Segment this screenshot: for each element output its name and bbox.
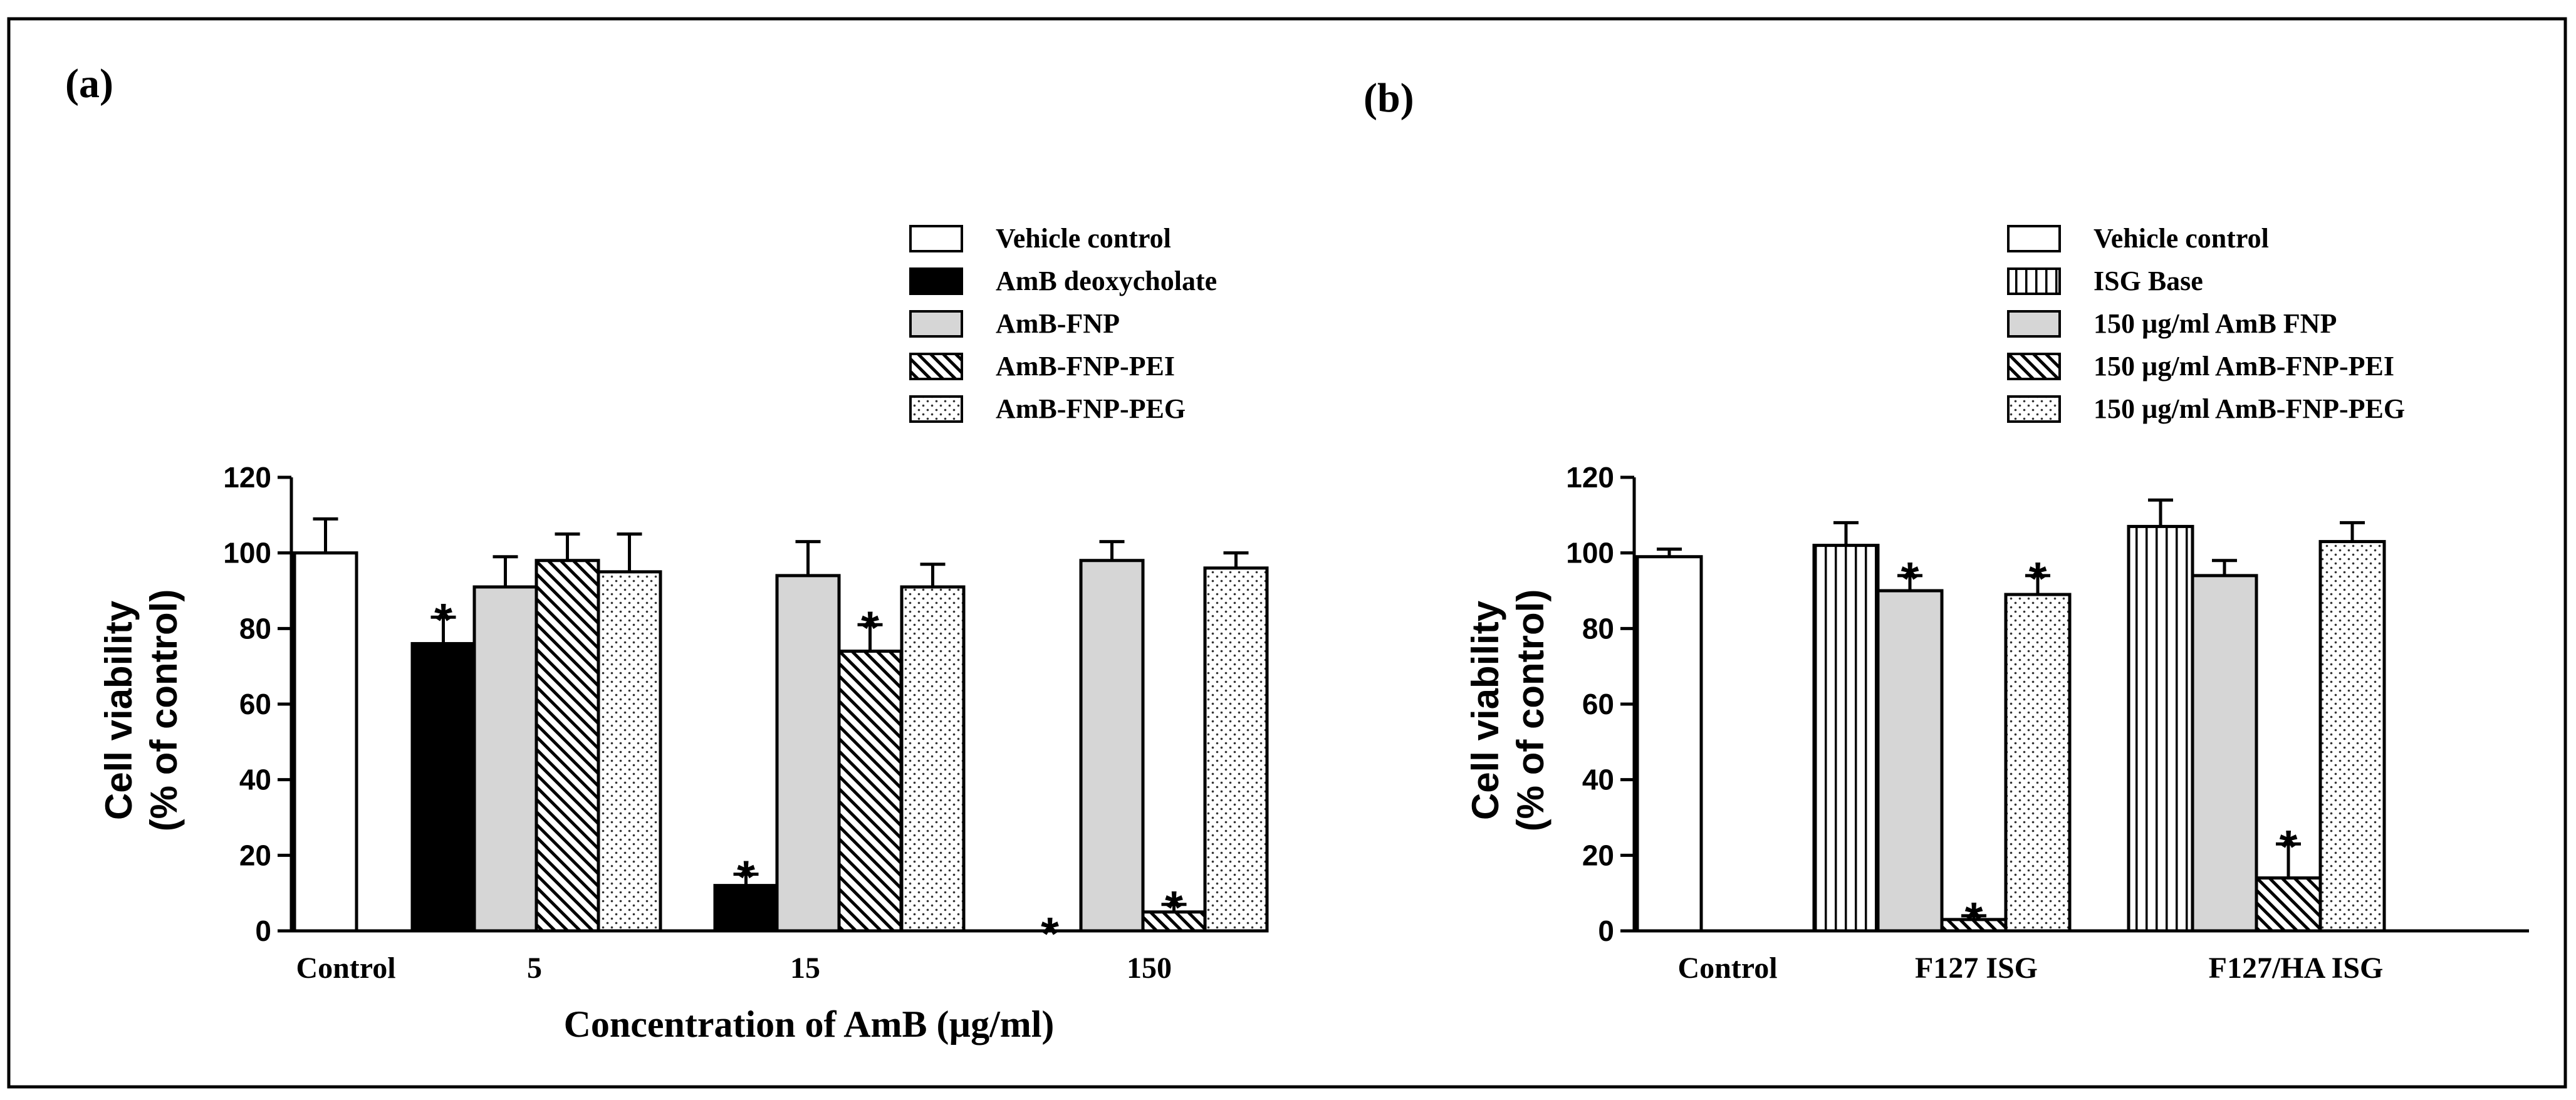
panel-b-bar (2318, 540, 2386, 933)
panel-b-y-axis-title-line2: (% of control) (1510, 589, 1551, 832)
panel-a-bar (1203, 566, 1269, 933)
panel-b-y-tick-label: 80 (1582, 612, 1614, 645)
panel-a-bar (472, 585, 538, 933)
panel-a-bar (713, 884, 779, 933)
panel-b-significance-marker: * (1901, 553, 1919, 604)
panel-a-y-tick-label: 20 (239, 839, 271, 871)
panel-a-legend-label: Vehicle control (996, 223, 1171, 254)
panel-a-category-label: 5 (527, 952, 542, 985)
panel-b-y-axis-title: Cell viability(% of control) (1464, 589, 1551, 832)
panel-a-bar (534, 559, 600, 933)
panel-b-bar (1635, 555, 1703, 933)
panel-a-bar (775, 574, 841, 933)
panel-a-legend-label: AmB-FNP-PEG (996, 393, 1186, 424)
panel-a-legend-label: AmB-FNP (996, 308, 1120, 339)
panel-b-significance-marker: * (2280, 821, 2298, 873)
panel-a-category-label: 150 (1127, 952, 1172, 985)
panel-b-legend-swatch (2007, 267, 2061, 295)
panel-b-category-label: Control (1677, 952, 1777, 985)
panel-b-y-tick-label: 20 (1582, 839, 1614, 871)
panel-a-bar (837, 650, 903, 933)
panel-b-legend-label: 150 µg/ml AmB-FNP-PEG (2094, 393, 2405, 424)
panel-b-significance-marker: * (2029, 553, 2047, 604)
panel-a-label: (a) (65, 61, 113, 106)
panel-a-y-tick-label: 60 (239, 688, 271, 720)
panel-a-y-tick-label: 120 (223, 461, 271, 494)
panel-a-category-label: 15 (790, 952, 820, 985)
panel-a-bar (597, 570, 662, 933)
panel-a-y-axis-title: Cell viability(% of control) (98, 589, 185, 832)
panel-a-significance-marker: * (861, 601, 879, 653)
panel-a-legend-swatch (909, 353, 963, 380)
panel-a-x-axis-title: Concentration of AmB (µg/ml) (564, 1004, 1055, 1045)
panel-a-y-axis-title-line1: Cell viability (98, 600, 140, 820)
panel-a-legend-swatch (909, 395, 963, 423)
panel-b-bar (1876, 589, 1944, 933)
panel-a-legend-swatch (909, 267, 963, 295)
panel-a-legend-swatch (909, 310, 963, 338)
panel-a-y-tick-label: 100 (223, 537, 271, 569)
panel-a-y-axis-title-line2: (% of control) (143, 589, 185, 832)
panel-b-legend-label: Vehicle control (2094, 223, 2269, 254)
panel-b-label: (b) (1364, 75, 1414, 121)
panel-a-bar (900, 585, 966, 933)
panel-b-y-axis-title-line1: Cell viability (1464, 600, 1506, 820)
panel-b-y-tick-label: 0 (1598, 915, 1614, 947)
panel-a-significance-marker: * (1165, 881, 1183, 933)
panel-b-bar (2127, 524, 2194, 933)
panel-b-legend-swatch (2007, 310, 2061, 338)
panel-b-legend-label: ISG Base (2094, 266, 2203, 296)
panel-b-significance-marker: * (1965, 893, 1983, 945)
panel-b-y-tick-label: 40 (1582, 764, 1614, 796)
panel-b-bar (2191, 574, 2258, 933)
panel-b-legend-label: 150 µg/ml AmB-FNP-PEI (2094, 351, 2394, 381)
panel-a-y-tick-label: 0 (255, 915, 271, 947)
panel-b-category-label: F127 ISG (1915, 952, 2038, 985)
panel-a-significance-marker: * (1041, 908, 1059, 960)
panel-b-category-label: F127/HA ISG (2209, 952, 2384, 985)
panel-a-bar (293, 551, 358, 933)
panel-b-bar (1812, 544, 1880, 933)
panel-b-bar (2004, 593, 2072, 933)
panel-a-chart: (a) 0 20 40 60 80 100 120 Cell viability(% of co… (65, 61, 1269, 1045)
panel-a-category-label: Control (296, 952, 395, 985)
panel-a-legend-label: AmB deoxycholate (996, 266, 1217, 296)
panel-b-bar (2255, 876, 2322, 933)
panel-a-bar (410, 641, 476, 933)
panel-b-y-tick-label: 60 (1582, 688, 1614, 720)
panel-a-legend-swatch (909, 225, 963, 252)
panel-b-legend-swatch (2007, 395, 2061, 423)
panel-b-legend-swatch (2007, 225, 2061, 252)
panel-a-significance-marker: * (737, 851, 755, 903)
panel-a-legend-label: AmB-FNP-PEI (996, 351, 1175, 381)
panel-a-significance-marker: * (434, 594, 452, 646)
panel-a-bar (1079, 559, 1145, 933)
panel-b-chart: (b) 0 20 40 60 80 100 120 Cell viability(% of co… (1364, 75, 2529, 985)
panel-b-legend-label: 150 µg/ml AmB FNP (2094, 308, 2337, 339)
panel-b-y-tick-label: 100 (1566, 537, 1614, 569)
panel-a-y-tick-label: 80 (239, 612, 271, 645)
panel-b-y-tick-label: 120 (1566, 461, 1614, 494)
panel-a-y-tick-label: 40 (239, 764, 271, 796)
panel-b-legend-swatch (2007, 353, 2061, 380)
